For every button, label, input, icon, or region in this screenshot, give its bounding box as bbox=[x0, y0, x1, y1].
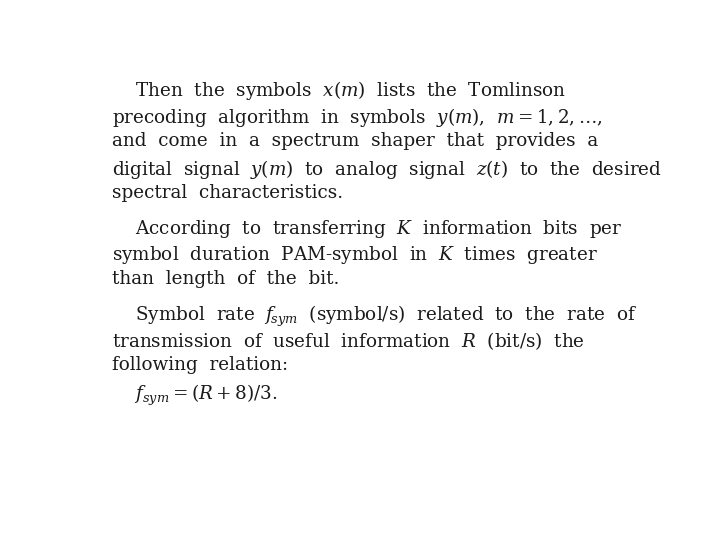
Text: symbol  duration  PAM-symbol  in  $K$  times  greater: symbol duration PAM-symbol in $K$ times … bbox=[112, 244, 598, 266]
Text: digital  signal  $y(m)$  to  analog  signal  $z(t)$  to  the  desired: digital signal $y(m)$ to analog signal $… bbox=[112, 158, 662, 181]
Text: and  come  in  a  spectrum  shaper  that  provides  a: and come in a spectrum shaper that provi… bbox=[112, 132, 598, 150]
Text: following  relation:: following relation: bbox=[112, 356, 289, 374]
Text: Then  the  symbols  $x(m)$  lists  the  Tomlinson: Then the symbols $x(m)$ lists the Tomlin… bbox=[112, 79, 567, 103]
Text: than  length  of  the  bit.: than length of the bit. bbox=[112, 270, 340, 288]
Text: transmission  of  useful  information  $R$  (bit/s)  the: transmission of useful information $R$ (… bbox=[112, 330, 585, 352]
Text: precoding  algorithm  in  symbols  $y(m)$,  $m = 1, 2, \ldots,$: precoding algorithm in symbols $y(m)$, $… bbox=[112, 105, 603, 129]
Text: spectral  characteristics.: spectral characteristics. bbox=[112, 184, 343, 202]
Text: Symbol  rate  $f_{\!sym}$  (symbol/s)  related  to  the  rate  of: Symbol rate $f_{\!sym}$ (symbol/s) relat… bbox=[112, 304, 637, 329]
Text: $f_{sym} = (R + 8) / 3.$: $f_{sym} = (R + 8) / 3.$ bbox=[112, 382, 278, 408]
Text: According  to  transferring  $K$  information  bits  per: According to transferring $K$ informatio… bbox=[112, 218, 623, 240]
